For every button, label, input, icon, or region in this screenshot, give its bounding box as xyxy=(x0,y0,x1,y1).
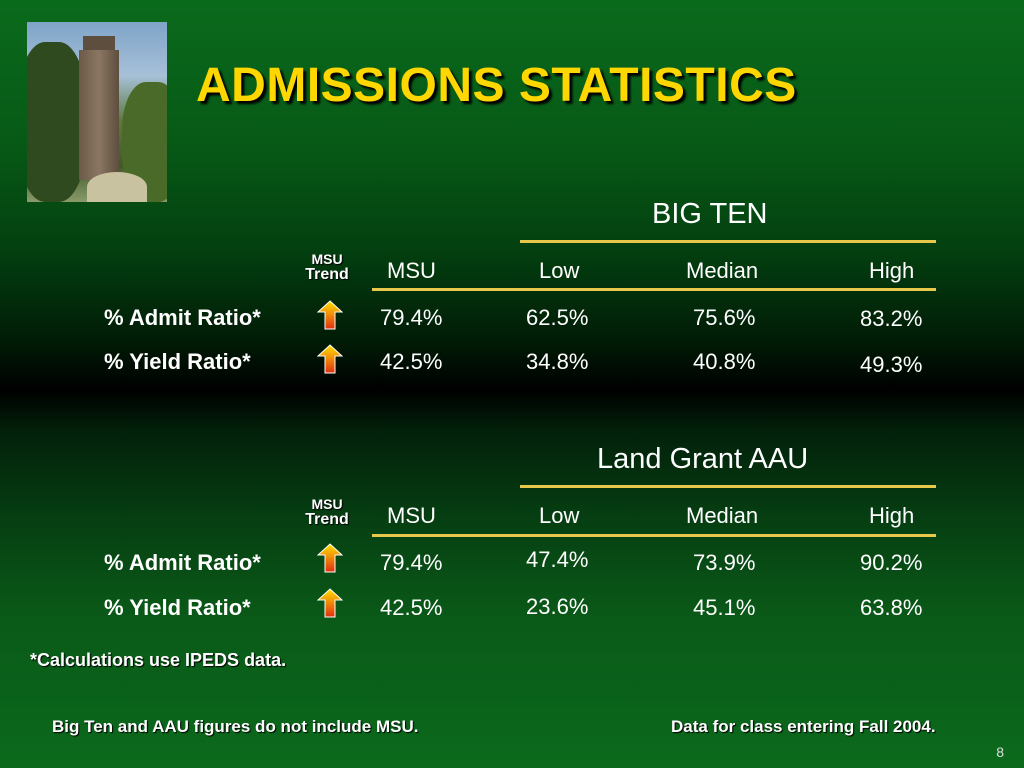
msu-trend-header: MSU Trend xyxy=(305,496,349,528)
group-rule xyxy=(520,485,936,488)
cell-high: 49.3% xyxy=(860,352,923,377)
footnote-calculations: *Calculations use IPEDS data. xyxy=(30,650,287,670)
cell-high: 90.2% xyxy=(860,550,923,575)
cell-msu: 42.5% xyxy=(380,595,443,620)
up-arrow-icon xyxy=(317,300,343,330)
cell-high: 83.2% xyxy=(860,306,923,331)
cell-median: 45.1% xyxy=(693,595,756,620)
row-label-yield: % Yield Ratio* xyxy=(104,595,251,620)
cell-median: 73.9% xyxy=(693,550,756,575)
header-high: High xyxy=(869,258,915,283)
header-low: Low xyxy=(539,258,580,283)
footnote-exclusion: Big Ten and AAU figures do not include M… xyxy=(52,717,419,736)
group-title-big-ten: BIG TEN xyxy=(652,198,768,230)
cell-msu: 79.4% xyxy=(380,550,443,575)
header-msu: MSU xyxy=(387,503,436,528)
header-rule xyxy=(372,288,936,291)
header-median: Median xyxy=(686,503,759,528)
cell-median: 40.8% xyxy=(693,349,756,374)
group-title-land-grant-aau: Land Grant AAU xyxy=(597,443,809,475)
group-rule xyxy=(520,240,936,243)
header-median: Median xyxy=(686,258,759,283)
cell-low: 47.4% xyxy=(526,547,589,572)
cell-low: 34.8% xyxy=(526,349,589,374)
page-title: ADMISSIONS STATISTICS xyxy=(196,59,797,112)
page-number: 8 xyxy=(996,744,1004,760)
up-arrow-icon xyxy=(317,543,343,573)
row-label-yield: % Yield Ratio* xyxy=(104,349,251,374)
header-high: High xyxy=(869,503,915,528)
up-arrow-icon xyxy=(317,588,343,618)
cell-low: 23.6% xyxy=(526,594,589,619)
campus-tower-photo xyxy=(27,22,167,202)
msu-trend-header: MSU Trend xyxy=(305,251,349,283)
up-arrow-icon xyxy=(317,344,343,374)
cell-low: 62.5% xyxy=(526,305,589,330)
cell-median: 75.6% xyxy=(693,305,756,330)
cell-msu: 42.5% xyxy=(380,349,443,374)
header-msu: MSU xyxy=(387,258,436,283)
header-low: Low xyxy=(539,503,580,528)
cell-high: 63.8% xyxy=(860,595,923,620)
row-label-admit: % Admit Ratio* xyxy=(104,550,261,575)
header-rule xyxy=(372,534,936,537)
cell-msu: 79.4% xyxy=(380,305,443,330)
footnote-class-year: Data for class entering Fall 2004. xyxy=(671,717,936,736)
row-label-admit: % Admit Ratio* xyxy=(104,305,261,330)
